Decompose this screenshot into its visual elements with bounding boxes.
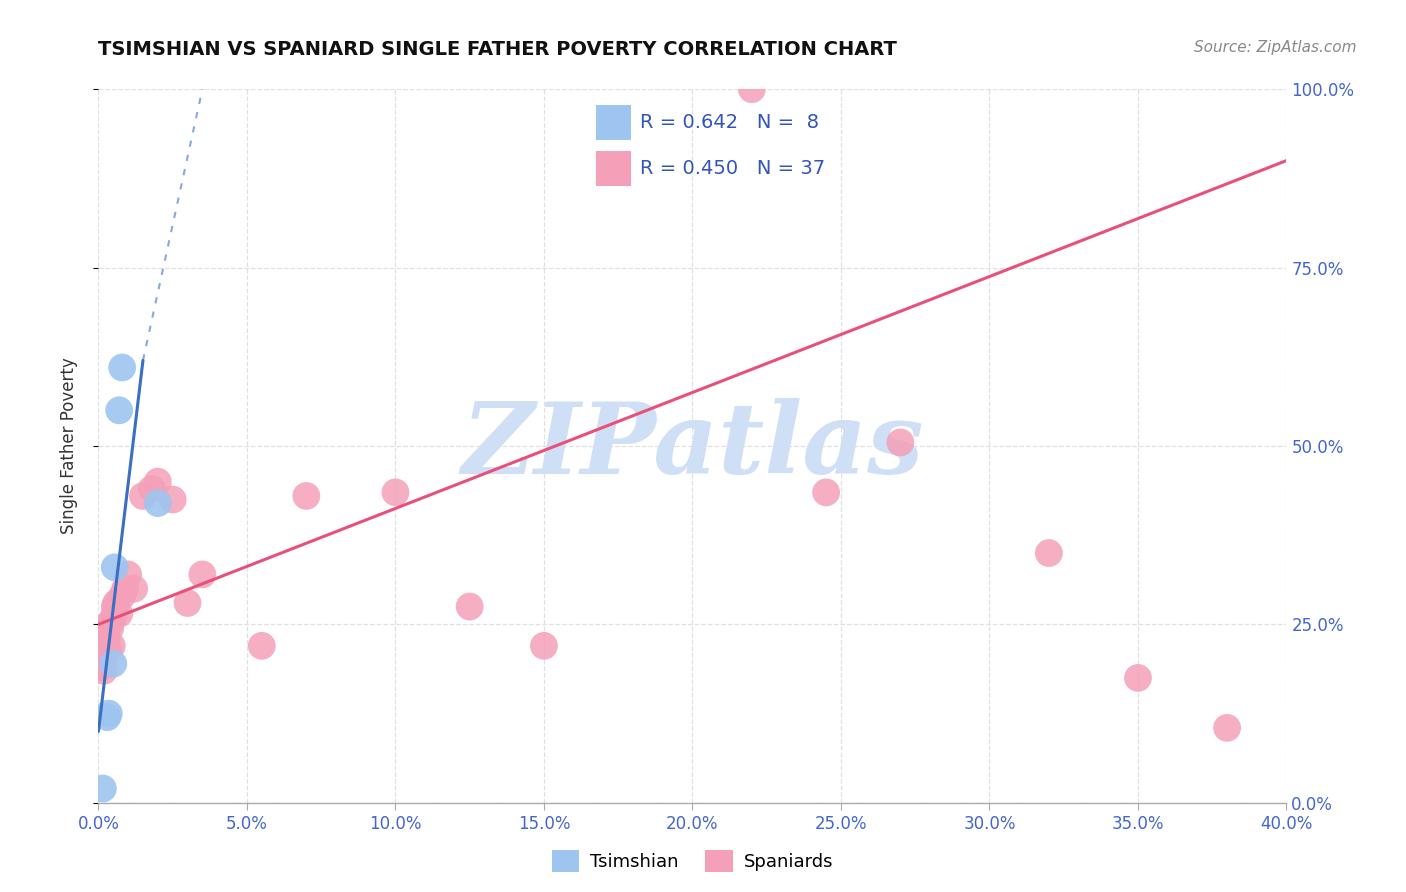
Point [384, 485, 406, 500]
Point [815, 485, 838, 500]
Point [103, 657, 125, 671]
Point [101, 639, 124, 653]
Point [108, 403, 131, 417]
Point [533, 639, 555, 653]
Point [1216, 721, 1239, 735]
Y-axis label: Single Father Poverty: Single Father Poverty [59, 358, 77, 534]
Point [93, 635, 115, 649]
Point [1126, 671, 1149, 685]
Point [104, 560, 127, 574]
Text: ZIPatlas: ZIPatlas [461, 398, 924, 494]
Point [111, 589, 134, 603]
Point [295, 489, 318, 503]
Point [91, 639, 114, 653]
Point [176, 596, 198, 610]
Point [191, 567, 214, 582]
Point [96, 632, 118, 646]
Text: R = 0.642   N =  8: R = 0.642 N = 8 [641, 113, 820, 132]
Point [91, 653, 114, 667]
Point [162, 492, 184, 507]
Point [146, 475, 169, 489]
Point [114, 582, 136, 596]
Point [97, 642, 120, 657]
Point [132, 489, 155, 503]
Point [741, 82, 763, 96]
Point [105, 596, 128, 610]
Legend: Tsimshian, Spaniards: Tsimshian, Spaniards [544, 843, 841, 880]
Point [117, 567, 139, 582]
Point [889, 435, 911, 450]
Point [90, 646, 112, 660]
Point [122, 582, 145, 596]
Point [108, 607, 131, 621]
Point [146, 496, 169, 510]
Point [104, 599, 127, 614]
Point [97, 706, 120, 721]
Point [103, 610, 125, 624]
Point [93, 664, 115, 678]
Point [96, 710, 118, 724]
Text: R = 0.450   N = 37: R = 0.450 N = 37 [641, 159, 825, 178]
Point [1038, 546, 1060, 560]
FancyBboxPatch shape [596, 151, 631, 186]
FancyBboxPatch shape [596, 105, 631, 140]
Point [91, 781, 114, 796]
Point [89, 660, 111, 674]
Point [458, 599, 481, 614]
Point [97, 617, 120, 632]
Point [98, 621, 121, 635]
Point [94, 624, 117, 639]
Text: TSIMSHIAN VS SPANIARD SINGLE FATHER POVERTY CORRELATION CHART: TSIMSHIAN VS SPANIARD SINGLE FATHER POVE… [98, 40, 897, 59]
Point [141, 482, 163, 496]
Text: Source: ZipAtlas.com: Source: ZipAtlas.com [1194, 40, 1357, 55]
Point [250, 639, 273, 653]
Point [111, 360, 134, 375]
